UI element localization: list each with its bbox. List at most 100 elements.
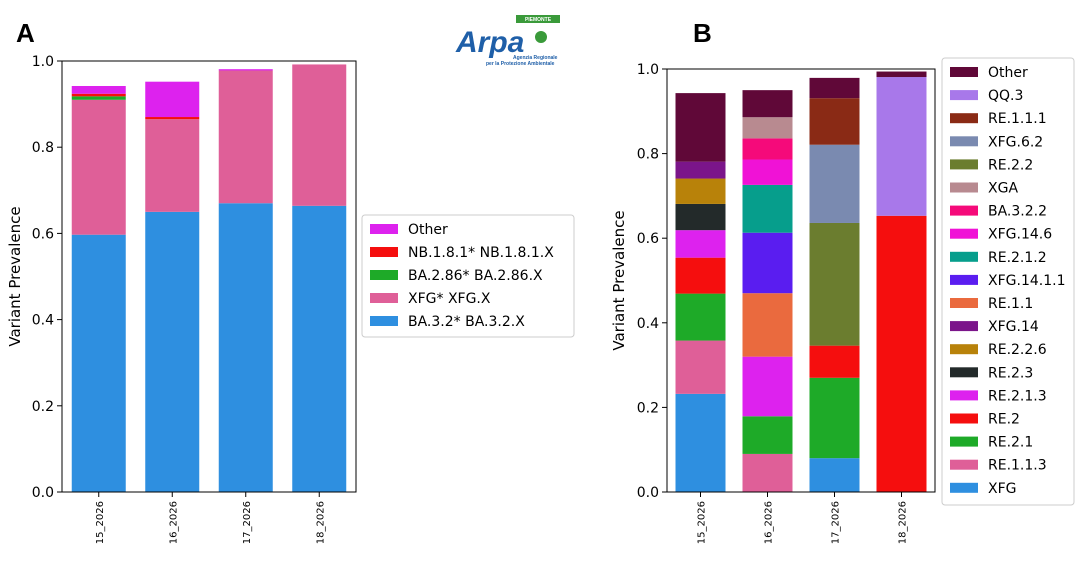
bar-segment [809,98,860,145]
legend-swatch [370,247,398,257]
logo-region: PIEMONTE [525,17,552,23]
legend-swatch [950,113,978,124]
x-tick-label: 17_2026 [242,501,253,544]
legend-label: RE.1.1.1 [988,111,1047,127]
legend-swatch [950,251,978,262]
bar-segment [218,70,273,204]
y-tick-label: 0.2 [637,400,659,416]
legend-label: NB.1.8.1* NB.1.8.1.X [408,245,554,261]
legend-swatch [950,136,978,147]
y-tick-label: 0.2 [32,399,54,415]
legend-swatch [950,228,978,239]
bar-segment [809,222,860,346]
axes-frame [61,60,357,493]
y-tick-label: 1.0 [32,54,54,70]
x-tick-label: 15_2026 [697,501,708,544]
x-tick-label: 16_2026 [168,501,179,544]
bar-segment [742,453,793,492]
legend-label: BA.3.2* BA.3.2.X [408,314,525,330]
legend-swatch [950,459,978,470]
y-tick-label: 0.8 [637,147,659,163]
axes-frame [666,68,936,493]
bar-segment [809,144,860,223]
bar-segment [742,293,793,357]
chart-panel-a: 0.0 0.2 0.4 0.6 0.8 1.0 15_2026 16_2026 17_2026 1… [6,54,357,544]
bar-segment [742,416,793,454]
legend-panel-a: Other NB.1.8.1* NB.1.8.1.X BA.2.86* BA.2.8… [361,214,575,338]
y-tick-label: 0.6 [637,231,659,247]
legend-label: BA.2.86* BA.2.86.X [408,268,543,284]
bar-segment [675,178,726,204]
x-tick-label: 16_2026 [764,501,775,544]
legend-label: BA.3.2.2 [988,204,1047,220]
logo-subtitle-1: Agenzia Regionale [513,55,558,61]
legend-label: XFG* XFG.X [408,291,491,307]
bar-segment [809,377,860,459]
bar-segment [675,393,726,492]
legend-label: XGA [988,181,1018,197]
legend-label: XFG.6.2 [988,134,1043,150]
legend-swatch [950,298,978,308]
y-tick-label: 0.6 [32,226,54,242]
logo-subtitle-2: per la Protezione Ambientale [486,61,555,67]
chart-panel-b: 0.0 0.2 0.4 0.6 0.8 1.0 15_2026 16_2026 17_2026 1… [610,62,936,544]
legend-swatch [950,90,978,101]
legend-swatch [950,390,978,401]
legend-label: Other [408,222,448,238]
bar-segment [218,203,273,493]
y-axis-label: Variant Prevalence [610,210,628,350]
legend-label: QQ.3 [988,88,1023,104]
x-tick-label: 18_2026 [898,501,909,544]
bar-segment [742,90,793,118]
bar-segment [71,234,126,492]
bar-segment [292,64,347,206]
legend-swatch [370,316,398,326]
bar-segment [145,81,200,118]
bar-segment [876,71,927,78]
y-tick-label: 1.0 [637,62,659,78]
bar-segment [876,77,927,216]
y-axis-label: Variant Prevalence [6,206,24,346]
y-tick-label: 0.4 [637,316,659,332]
legend-swatch [950,367,978,378]
arpa-logo: PIEMONTE Arpa Agenzia Regionale per la P… [455,15,560,67]
legend-label: RE.1.1 [988,296,1033,312]
bar-segment [71,96,126,100]
bar-segment [809,458,860,492]
bar-segment [218,69,273,71]
bar-segment [71,85,126,94]
legend-swatch [370,224,398,234]
legend-label: RE.2.1.2 [988,250,1047,266]
bar-segment [675,293,726,341]
legend-swatch [370,270,398,280]
x-tick-label: 15_2026 [95,501,106,544]
legend-swatch [950,413,978,424]
logo-green-band [516,15,560,23]
bar-segment [742,356,793,417]
y-tick-label: 0.8 [32,140,54,156]
legend-label: RE.2.1.3 [988,388,1047,404]
legend-swatch [950,182,978,193]
bar-segment [742,232,793,294]
legend-box [361,214,575,338]
x-tick-label: 17_2026 [831,501,842,544]
legend-swatch [950,436,978,447]
bar-segment [71,93,126,97]
bar-segment [675,161,726,179]
bar-segment [145,211,200,492]
bar-segment [742,117,793,139]
legend-panel-b: Other QQ.3 RE.1.1.1 XFG.6.2 RE.2.2 XGA BA.3.2.… [941,57,1075,506]
legend-label: RE.2 [988,412,1020,428]
bar-segment [675,257,726,294]
legend-label: Other [988,65,1028,81]
legend-swatch [950,205,978,216]
panel-a-label: A [16,18,35,48]
legend-swatch [950,67,978,77]
legend-label: RE.2.2 [988,157,1033,173]
bar-segment [71,99,126,235]
bar-segment [675,203,726,231]
bar-segment [742,138,793,160]
legend-label: RE.1.1.3 [988,458,1047,474]
bar-segment [876,215,927,492]
